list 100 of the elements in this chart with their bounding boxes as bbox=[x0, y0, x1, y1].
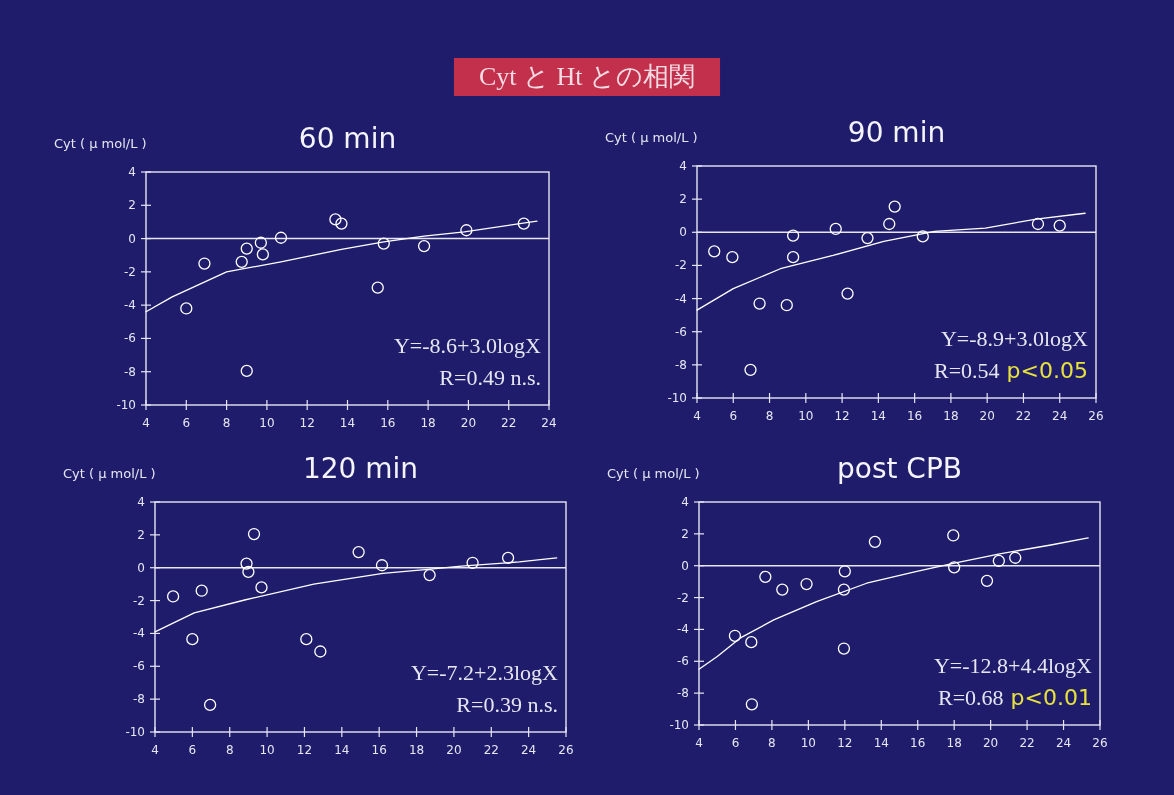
point bbox=[800, 577, 813, 591]
x-tick-label: 6 bbox=[729, 409, 738, 423]
annotation: Y=-8.9+3.0logX bbox=[940, 326, 1089, 351]
x-tick-label: 6 bbox=[188, 743, 197, 757]
point bbox=[240, 557, 253, 570]
point bbox=[466, 556, 479, 569]
point bbox=[980, 574, 994, 587]
point bbox=[256, 248, 270, 261]
x-tick-label: 14 bbox=[339, 416, 356, 430]
chart-title: 60 min bbox=[298, 122, 397, 155]
x-tick-label: 8 bbox=[225, 743, 234, 757]
y-tick-label: 0 bbox=[128, 231, 136, 246]
point bbox=[837, 642, 851, 655]
text: Cyt と Ht との相関 bbox=[478, 62, 696, 91]
y-tick-label: -4 bbox=[675, 291, 687, 306]
x-tick-label: 10 bbox=[259, 743, 275, 757]
x-tick-label: 10 bbox=[800, 736, 816, 750]
y-tick-label: -4 bbox=[677, 622, 689, 637]
point bbox=[235, 255, 248, 269]
point bbox=[329, 213, 342, 226]
x-tick-label: 4 bbox=[693, 409, 701, 423]
point bbox=[186, 633, 199, 646]
annotation: p<0.01 bbox=[1003, 685, 1092, 710]
x-tick-label: 8 bbox=[768, 736, 776, 750]
point bbox=[759, 570, 772, 584]
point bbox=[352, 545, 365, 559]
x-tick-label: 26 bbox=[1092, 736, 1108, 750]
y-tick-label: -10 bbox=[125, 725, 145, 739]
annotation: Y=-7.2+2.3logX bbox=[410, 660, 559, 685]
y-tick-label: -10 bbox=[116, 398, 136, 412]
annotation: R=0.49 n.s. bbox=[439, 365, 541, 390]
point bbox=[992, 554, 1005, 568]
x-tick-label: 22 bbox=[501, 416, 517, 430]
x-tick-label: 16 bbox=[371, 743, 387, 757]
y-tick-label: -6 bbox=[124, 331, 136, 346]
y-tick-label: 0 bbox=[679, 225, 687, 240]
y-tick-label: -2 bbox=[675, 258, 687, 273]
point bbox=[377, 237, 390, 250]
y-tick-label: -8 bbox=[675, 357, 687, 372]
chart-title: post CPB bbox=[836, 452, 963, 485]
x-tick-label: 16 bbox=[380, 416, 396, 430]
point bbox=[708, 245, 721, 258]
x-tick-label: 24 bbox=[1052, 409, 1068, 423]
point bbox=[745, 636, 758, 649]
point bbox=[274, 231, 288, 244]
point bbox=[947, 529, 960, 542]
y-tick-label: 4 bbox=[128, 165, 136, 179]
point bbox=[300, 633, 313, 646]
point bbox=[838, 565, 851, 578]
x-tick-label: 18 bbox=[943, 409, 959, 423]
y-axis-title: Cyt ( μ mol/L ) bbox=[63, 466, 156, 481]
point bbox=[375, 559, 389, 572]
y-tick-label: -6 bbox=[677, 654, 689, 669]
chart-title: 90 min bbox=[847, 116, 946, 149]
annotation: p<0.05 bbox=[999, 358, 1088, 383]
x-tick-label: 22 bbox=[1015, 409, 1032, 423]
point bbox=[242, 565, 255, 578]
point bbox=[1031, 217, 1045, 231]
point bbox=[166, 590, 180, 603]
annotation: R=0.68 bbox=[938, 685, 1004, 710]
point bbox=[744, 363, 757, 376]
y-tick-label: -8 bbox=[124, 364, 136, 379]
x-tick-label: 4 bbox=[151, 743, 159, 757]
y-tick-label: 2 bbox=[681, 526, 689, 541]
y-tick-label: 0 bbox=[137, 560, 145, 575]
x-tick-label: 14 bbox=[870, 409, 886, 423]
point bbox=[726, 250, 739, 264]
y-tick-label: -2 bbox=[677, 590, 689, 605]
x-tick-label: 22 bbox=[1019, 736, 1035, 750]
point bbox=[195, 584, 208, 597]
y-tick-label: -4 bbox=[124, 298, 136, 313]
y-tick-label: 4 bbox=[137, 495, 145, 509]
x-tick-label: 24 bbox=[541, 416, 557, 430]
y-tick-label: -8 bbox=[133, 692, 145, 707]
point bbox=[517, 217, 530, 230]
point bbox=[728, 629, 742, 642]
chart-title: 120 min bbox=[302, 452, 419, 485]
x-tick-label: 12 bbox=[296, 743, 313, 757]
x-tick-label: 26 bbox=[1088, 409, 1104, 423]
point bbox=[780, 299, 793, 312]
point bbox=[203, 698, 217, 712]
y-tick-label: -6 bbox=[675, 324, 687, 339]
point bbox=[247, 527, 261, 541]
x-tick-label: 8 bbox=[765, 409, 774, 423]
y-tick-label: 4 bbox=[681, 495, 689, 509]
x-tick-label: 16 bbox=[910, 736, 926, 750]
x-tick-label: 24 bbox=[521, 743, 537, 757]
x-tick-label: 24 bbox=[1055, 736, 1072, 750]
annotation: Y=-12.8+4.4logX bbox=[933, 653, 1093, 678]
x-tick-label: 14 bbox=[873, 736, 889, 750]
point bbox=[240, 242, 253, 255]
point bbox=[786, 250, 800, 264]
point bbox=[888, 200, 901, 213]
point bbox=[417, 239, 431, 253]
y-axis-title: Cyt ( μ mol/L ) bbox=[54, 136, 147, 151]
x-tick-label: 16 bbox=[907, 409, 923, 423]
point bbox=[254, 236, 268, 249]
point bbox=[745, 698, 759, 711]
point bbox=[180, 302, 193, 315]
point bbox=[255, 581, 268, 594]
